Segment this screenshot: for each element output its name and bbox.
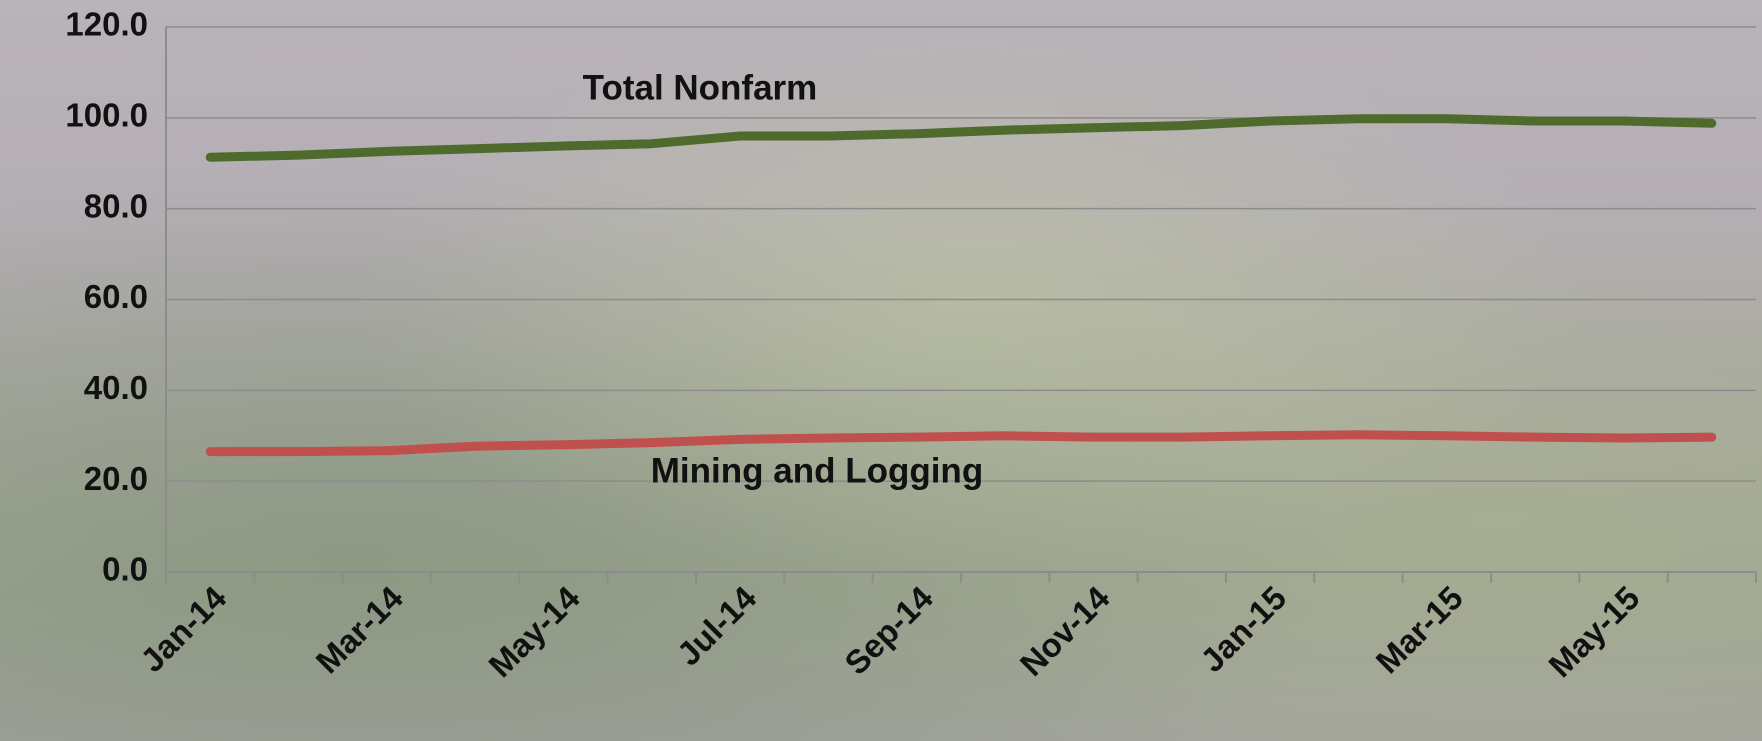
y-tick-label: 100.0	[65, 97, 148, 134]
y-tick-label: 0.0	[102, 551, 148, 588]
x-tick-label: Jan-15	[1193, 579, 1293, 679]
series-line	[205, 114, 1717, 162]
y-tick-label: 20.0	[84, 460, 148, 497]
y-tick-label: 60.0	[84, 278, 148, 315]
x-tick-label: Mar-15	[1369, 579, 1470, 680]
y-tick-label: 80.0	[84, 187, 148, 224]
x-tick-label: Nov-14	[1013, 579, 1117, 683]
x-tick-label: Jul-14	[670, 578, 764, 672]
y-tick-label: 40.0	[84, 369, 148, 406]
x-tick-label: May-14	[481, 578, 587, 684]
x-tick-label: Sep-14	[837, 578, 940, 681]
series-label: Total Nonfarm	[583, 68, 818, 107]
series-label: Mining and Logging	[651, 451, 983, 490]
y-tick-label: 120.0	[65, 6, 148, 43]
series-line	[205, 430, 1717, 457]
x-tick-label: May-15	[1541, 579, 1646, 684]
x-tick-label: Jan-14	[133, 578, 234, 679]
x-tick-label: Mar-14	[309, 579, 411, 681]
